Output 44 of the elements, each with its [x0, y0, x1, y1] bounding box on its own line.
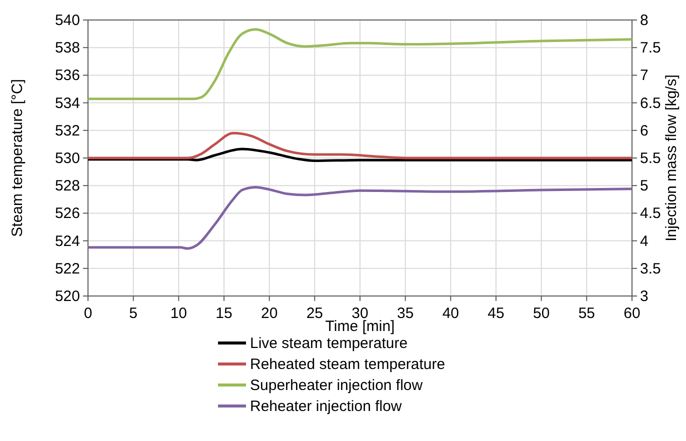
y-axis-title: Steam temperature [°C] — [9, 79, 26, 237]
y2-tick-label: 6 — [640, 122, 648, 140]
x-tick-label: 35 — [396, 305, 414, 322]
x-tick-label: 45 — [488, 305, 504, 322]
x-tick-label: 20 — [260, 305, 278, 322]
y-tick-label: 524 — [54, 232, 80, 250]
y2-tick-label: 5.5 — [640, 150, 661, 167]
y2-axis-title: Injection mass flow [kg/s] — [663, 74, 680, 242]
x-axis-title: Time [min] — [325, 318, 395, 335]
y-tick-label: 540 — [54, 12, 80, 29]
y-tick-label: 538 — [54, 40, 80, 57]
x-tick-label: 10 — [170, 305, 188, 322]
y2-tick-label: 7 — [640, 67, 648, 84]
x-tick-label: 50 — [532, 305, 550, 322]
x-tick-label: 15 — [216, 305, 232, 322]
y2-tick-label: 7.5 — [640, 40, 661, 57]
line-series — [86, 28, 634, 100]
y-tick-label: 528 — [54, 178, 80, 195]
line-series — [86, 186, 634, 250]
y2-tick-label: 6.5 — [640, 94, 661, 112]
legend-label: Superheater injection flow — [250, 377, 423, 394]
x-tick-label: 5 — [129, 305, 138, 322]
x-tick-label: 40 — [442, 305, 460, 322]
y2-tick-label: 3.5 — [640, 260, 661, 278]
y2-tick-label: 3 — [640, 288, 648, 305]
y-tick-label: 520 — [54, 288, 80, 305]
y2-tick-label: 4 — [640, 232, 648, 250]
legend-label: Reheater injection flow — [250, 398, 402, 415]
y-tick-label: 534 — [54, 94, 80, 112]
x-tick-label: 0 — [84, 305, 92, 322]
y-tick-label: 530 — [54, 150, 80, 167]
y-tick-label: 526 — [54, 205, 80, 222]
x-tick-label: 60 — [624, 305, 640, 322]
y-tick-label: 522 — [54, 260, 80, 278]
y2-tick-label: 4.5 — [640, 205, 661, 222]
y2-tick-label: 5 — [640, 178, 648, 195]
x-tick-label: 55 — [578, 305, 596, 322]
line-series — [86, 132, 634, 160]
legend-label: Live steam temperature — [250, 335, 408, 352]
y-tick-label: 536 — [54, 67, 80, 84]
legend-label: Reheated steam temperature — [250, 356, 446, 373]
y-tick-label: 532 — [54, 122, 80, 140]
x-tick-label: 25 — [306, 305, 324, 322]
y2-tick-label: 8 — [640, 12, 648, 29]
